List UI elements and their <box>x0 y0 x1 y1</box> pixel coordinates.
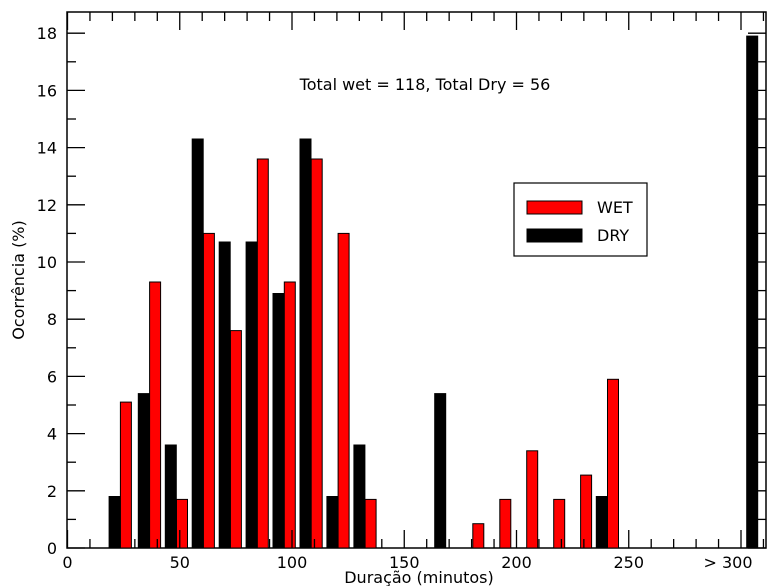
bar-dry-5 <box>245 241 258 549</box>
bar-wet-7 <box>310 158 323 549</box>
x-tick-label: 100 <box>277 553 308 572</box>
bar-wet-4 <box>229 330 242 549</box>
bar-wet-1 <box>149 281 162 549</box>
bar-dry-0 <box>108 496 121 549</box>
bar-dry-1 <box>137 393 150 549</box>
axis-ticks: 0 50 100 150 200 250 > 300 0 2 4 6 8 10 12 14 16 18 <box>37 12 766 572</box>
bar-dry-6 <box>272 293 285 549</box>
y-tick-label: 14 <box>37 139 57 158</box>
bar-wet-9 <box>364 498 377 549</box>
bar-wet-2 <box>176 498 188 549</box>
bar-wet-0 <box>119 401 132 549</box>
legend-box <box>513 182 648 257</box>
bar-wet-11 <box>499 498 512 549</box>
annotation: Total wet = 118, Total Dry = 56 <box>299 75 551 94</box>
y-tick-label: 4 <box>47 425 57 444</box>
plot-frame <box>66 11 767 549</box>
bar-wet-10 <box>472 523 485 549</box>
bar-dry-7 <box>299 138 312 549</box>
bar-dry-4 <box>218 241 231 549</box>
x-axis-label: Duração (minutos) <box>344 568 494 586</box>
bar-dry-2 <box>164 444 177 549</box>
legend-label-dry: DRY <box>597 226 629 245</box>
bar-dry-3 <box>191 138 204 549</box>
legend-swatch-dry <box>526 228 583 243</box>
y-tick-label: 0 <box>47 539 57 558</box>
y-tick-label: 18 <box>37 24 57 43</box>
y-tick-label: 6 <box>47 367 57 386</box>
bar-wet-8 <box>337 232 350 549</box>
bar-wet-13 <box>553 498 566 549</box>
y-tick-label: 8 <box>47 310 57 329</box>
x-tick-label: 150 <box>389 553 420 572</box>
bar-dry-12 <box>746 35 759 549</box>
x-tick-label: 250 <box>613 553 644 572</box>
y-tick-label: 10 <box>37 253 57 272</box>
bar-wet-15 <box>607 378 619 549</box>
y-tick-label: 2 <box>47 482 57 501</box>
bar-dry-8 <box>326 496 339 549</box>
bar-dry-10 <box>434 393 447 549</box>
legend-label-wet: WET <box>597 198 633 217</box>
y-tick-label: 16 <box>37 81 57 100</box>
legend: WET DRY <box>513 182 648 257</box>
x-tick-label: > 300 <box>703 553 752 572</box>
legend-swatch-wet <box>526 200 583 215</box>
bar-wet-6 <box>283 281 296 549</box>
bar-dry-11 <box>595 496 608 549</box>
x-tick-label: 50 <box>170 553 190 572</box>
bar-dry-9 <box>353 444 366 549</box>
x-tick-label: 0 <box>62 553 72 572</box>
bar-wet-14 <box>580 474 593 549</box>
y-axis-label: Ocorrência (%) <box>9 220 28 340</box>
x-tick-label: 200 <box>501 553 532 572</box>
bar-wet-12 <box>526 450 539 549</box>
bars <box>108 35 759 549</box>
y-tick-label: 12 <box>37 196 57 215</box>
bar-wet-3 <box>202 232 215 549</box>
bar-wet-5 <box>256 158 269 549</box>
